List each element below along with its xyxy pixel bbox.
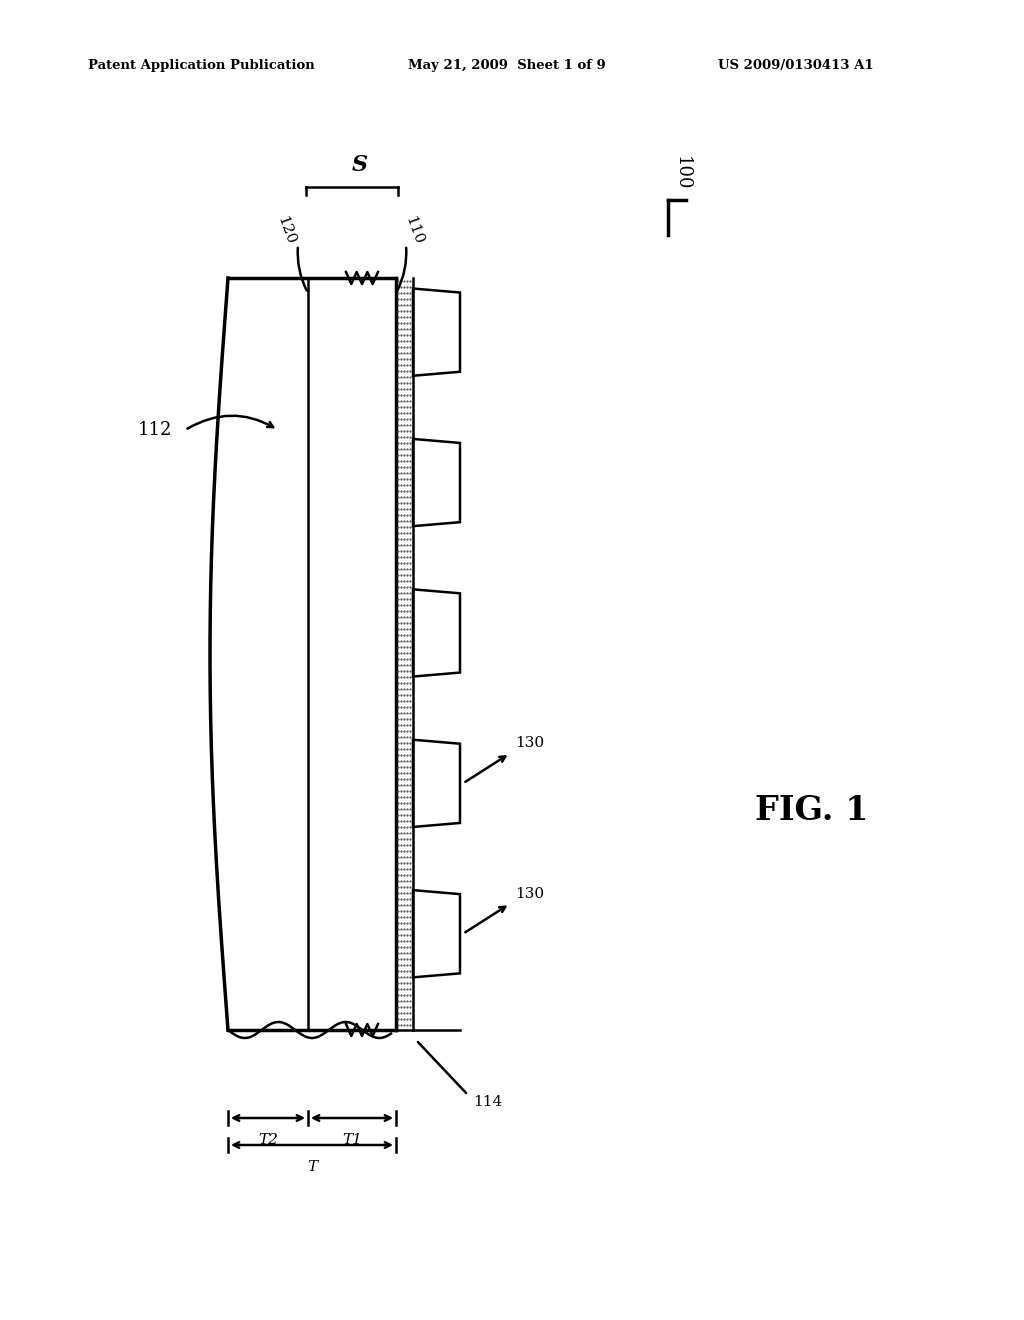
Text: 110: 110 [402,214,426,246]
Text: 100: 100 [673,156,691,190]
Text: 130: 130 [515,887,544,900]
Text: 120: 120 [274,214,298,246]
Polygon shape [413,739,460,826]
Polygon shape [413,440,460,527]
Text: 114: 114 [473,1096,502,1109]
Text: 112: 112 [138,421,172,440]
Polygon shape [413,589,460,677]
Text: S: S [352,154,368,176]
Text: Patent Application Publication: Patent Application Publication [88,59,314,73]
Text: US 2009/0130413 A1: US 2009/0130413 A1 [718,59,873,73]
Text: FIG. 1: FIG. 1 [755,793,868,826]
Text: T2: T2 [258,1133,278,1147]
Text: T: T [307,1160,317,1173]
Text: 130: 130 [515,737,544,750]
Polygon shape [413,890,460,977]
Text: May 21, 2009  Sheet 1 of 9: May 21, 2009 Sheet 1 of 9 [408,59,606,73]
Text: T1: T1 [342,1133,361,1147]
Polygon shape [413,289,460,376]
